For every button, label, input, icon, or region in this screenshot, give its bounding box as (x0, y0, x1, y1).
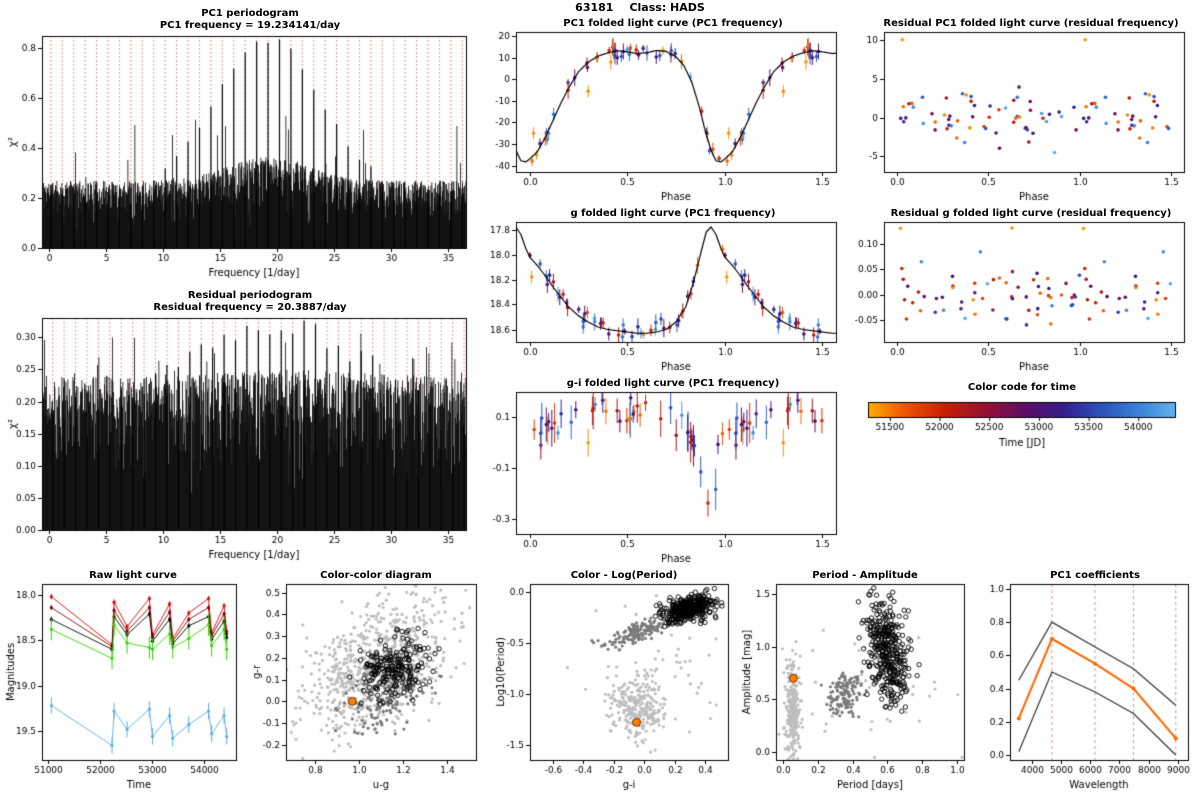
panel-residual-g-folded: Residual g folded light curve (residual … (850, 206, 1194, 372)
color-logperiod-canvas (494, 568, 736, 796)
panel-period-amplitude: Period - Amplitude (740, 568, 972, 796)
panel-residual-pc1-folded: Residual PC1 folded light curve (residua… (850, 16, 1194, 202)
panel-residual-periodogram: Residual periodogram Residual frequency … (6, 288, 476, 564)
class-label: Class: HADS (629, 1, 705, 14)
panel-g-folded: g folded light curve (PC1 frequency) (482, 206, 846, 372)
color-color-canvas (250, 568, 484, 796)
panel-pc1-periodogram: PC1 periodogram PC1 frequency = 19.23414… (6, 6, 476, 282)
object-id: 63181 (575, 1, 614, 14)
time-colorbar-canvas (850, 378, 1194, 470)
residual-periodogram-canvas (6, 288, 476, 564)
figure-title: 63181 Class: HADS (430, 1, 850, 14)
panel-pc1-coefficients: PC1 coefficients (976, 568, 1196, 796)
raw-lightcurve-canvas (4, 568, 244, 796)
panel-color-color: Color-color diagram (250, 568, 484, 796)
gi-folded-canvas (482, 376, 846, 564)
pc1-coefficients-canvas (976, 568, 1196, 796)
panel-color-logperiod: Color - Log(Period) (494, 568, 736, 796)
panel-gi-folded: g-i folded light curve (PC1 frequency) (482, 376, 846, 564)
residual-g-folded-canvas (850, 206, 1194, 372)
panel-raw-lightcurve: Raw light curve (4, 568, 244, 796)
g-folded-canvas (482, 206, 846, 372)
panel-time-colorbar: Color code for time (850, 378, 1194, 470)
residual-pc1-folded-canvas (850, 16, 1194, 202)
panel-pc1-folded: PC1 folded light curve (PC1 frequency) (482, 16, 846, 202)
pc1-periodogram-canvas (6, 6, 476, 282)
period-amplitude-canvas (740, 568, 972, 796)
pc1-folded-canvas (482, 16, 846, 202)
